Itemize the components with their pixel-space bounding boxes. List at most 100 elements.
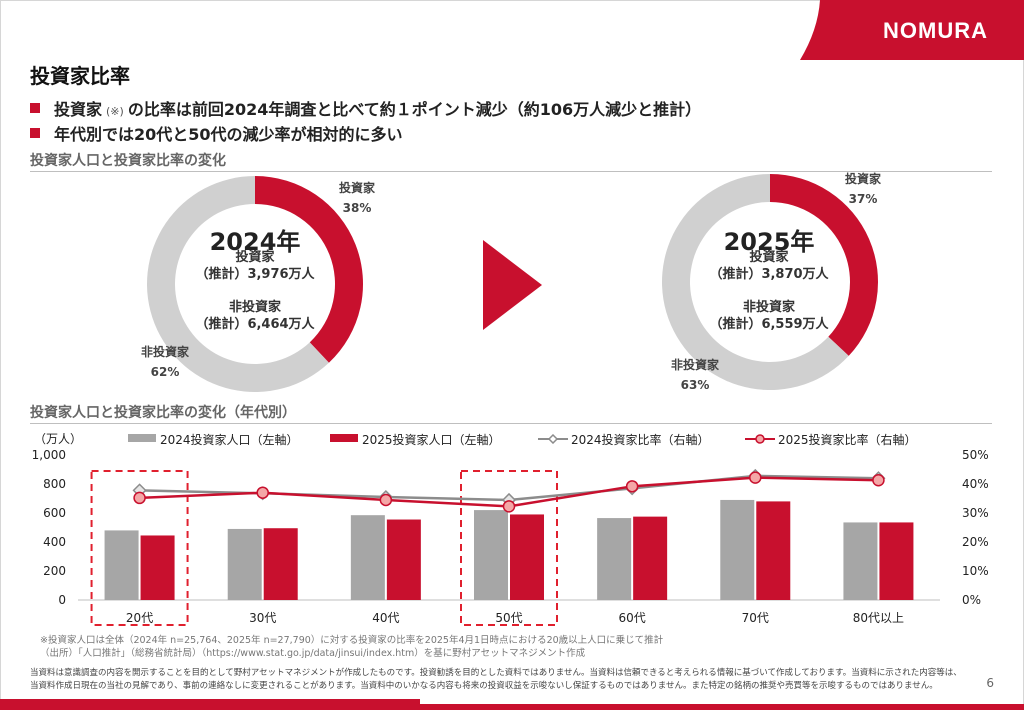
donut-2024-investor-seg-pct: 38% xyxy=(342,201,372,215)
x-tick-label: 50代 xyxy=(495,611,522,625)
point-2025-ratio xyxy=(625,480,639,493)
x-tick-label: 20代 xyxy=(126,611,153,625)
donut-2024-investor-count: （推計）3,976万人 xyxy=(195,267,315,282)
logo-text: NOMURA xyxy=(883,18,988,43)
bullet-1-post: の比率は前回2024年調査と比べて約１ポイント減少（約106万人減少と推計） xyxy=(127,100,702,119)
point-2025-ratio xyxy=(502,500,516,513)
highlight-box xyxy=(90,470,189,626)
x-tick-label: 60代 xyxy=(619,611,646,625)
legend-swatch-gray xyxy=(128,434,156,442)
x-tick-label: 30代 xyxy=(249,611,276,625)
bar-2025-population xyxy=(386,519,421,600)
donut-2024-investor-label: 投資家 38% xyxy=(322,178,392,218)
legend-2025-population: 2025投資家人口（左軸） xyxy=(330,431,501,448)
bullet-square-icon xyxy=(30,128,40,138)
legend-swatch-red xyxy=(330,434,358,442)
highlight-box xyxy=(460,470,558,626)
x-tick-label: 40代 xyxy=(372,611,399,625)
donut-2024-non-seg-pct: 62% xyxy=(150,365,180,379)
footnote-2: （出所）「人口推計」（総務省統計局）（https://www.stat.go.j… xyxy=(40,648,586,659)
y-left-tick: 0 xyxy=(58,593,66,607)
x-tick-label: 70代 xyxy=(742,611,769,625)
bar-2025-population xyxy=(263,528,298,600)
donut-2024-non-seg-name: 非投資家 xyxy=(140,345,189,359)
donut-2025-investor-seg-pct: 37% xyxy=(848,192,878,206)
bullet-2-text: 年代別では20代と50代の減少率が相対的に多い xyxy=(54,125,403,144)
bar-2024-population xyxy=(597,518,632,600)
section-2-divider xyxy=(30,423,992,424)
legend-2024-ratio: 2024投資家比率（右軸） xyxy=(538,431,710,448)
y-left-unit: （万人） xyxy=(34,432,82,446)
logo-background xyxy=(800,0,1024,60)
bullet-1-pre: 投資家 xyxy=(54,100,103,119)
y-left-tick: 1,000 xyxy=(32,448,66,462)
bar-2024-population xyxy=(474,510,508,600)
page-title: 投資家比率 xyxy=(30,64,130,88)
donut-2025-non-investor-count: （推計）6,559万人 xyxy=(709,317,829,332)
footnote-1: ※投資家人口は全体（2024年 n=25,764、2025年 n=27,790）… xyxy=(40,635,664,646)
y-right-tick: 0% xyxy=(962,593,981,607)
donut-2024-investor-title: 投資家 xyxy=(235,250,275,265)
bar-2025-population xyxy=(510,514,544,600)
legend-2024-population: 2024投資家人口（左軸） xyxy=(128,431,299,448)
bar-2024-population xyxy=(350,515,385,600)
legend-2024-population-label: 2024投資家人口（左軸） xyxy=(160,433,299,447)
y-right-tick: 50% xyxy=(962,448,989,462)
donut-2024-year: 2024年 xyxy=(209,228,301,256)
donut-1-non-investor-slice xyxy=(662,174,849,390)
donut-2025-investor-seg-name: 投資家 xyxy=(844,172,881,186)
bar-2025-population xyxy=(633,516,668,600)
legend-2025-ratio-label: 2025投資家比率（右軸） xyxy=(778,433,917,447)
y-left-tick: 200 xyxy=(43,564,66,578)
y-right-tick: 30% xyxy=(962,506,989,520)
donut-2024-non-investor-label: 非投資家 62% xyxy=(130,342,200,382)
y-left-tick: 600 xyxy=(43,506,66,520)
section-1-divider xyxy=(30,171,992,172)
donut-2025-investor-label: 投資家 37% xyxy=(828,169,898,209)
bottom-accent-bar xyxy=(0,699,1024,710)
legend-2025-population-label: 2025投資家人口（左軸） xyxy=(362,433,501,447)
bar-2025-population xyxy=(879,522,914,600)
point-2025-ratio xyxy=(256,486,269,499)
donut-0-investor-slice xyxy=(255,176,363,363)
y-left-tick: 800 xyxy=(43,477,66,491)
donut-2025-non-seg-name: 非投資家 xyxy=(670,358,719,372)
donut-0-non-investor-slice xyxy=(147,176,329,392)
donut-2025-non-seg-pct: 63% xyxy=(680,378,710,392)
disclaimer: 当資料は意識調査の内容を開示することを目的として野村アセットマネジメントが作成し… xyxy=(30,668,962,691)
bullet-2: 年代別では20代と50代の減少率が相対的に多い xyxy=(30,121,403,145)
bullet-1: 投資家 (※) の比率は前回2024年調査と比べて約１ポイント減少（約106万人減少… xyxy=(30,96,701,120)
point-2025-ratio xyxy=(872,473,885,487)
legend-2025-ratio: 2025投資家比率（右軸） xyxy=(745,431,917,448)
donut-2025-investor-count: （推計）3,870万人 xyxy=(709,267,829,282)
y-right-tick: 40% xyxy=(962,477,989,491)
bar-2024-population xyxy=(104,530,139,600)
donut-2024-investor-seg-name: 投資家 xyxy=(338,181,375,195)
point-2025-ratio xyxy=(133,491,146,505)
donut-2025-year: 2025年 xyxy=(723,228,815,256)
bullet-square-icon xyxy=(30,103,40,113)
point-2025-ratio xyxy=(379,493,393,507)
donut-2024-non-investor-count: （推計）6,464万人 xyxy=(195,317,315,332)
donut-2025-investor-title: 投資家 xyxy=(749,250,789,265)
donut-1-investor-slice xyxy=(770,174,879,356)
y-left-tick: 400 xyxy=(43,535,66,549)
legend-line-gray-icon xyxy=(538,433,568,445)
donut-2025-non-investor-title: 非投資家 xyxy=(742,300,795,315)
bar-2024-population xyxy=(720,499,755,600)
legend-line-red-icon xyxy=(745,434,775,444)
y-right-tick: 20% xyxy=(962,535,989,549)
bar-2024-population xyxy=(843,522,878,600)
point-2025-ratio xyxy=(749,471,762,484)
x-tick-label: 80代以上 xyxy=(853,611,904,625)
bar-2025-population xyxy=(140,535,175,600)
donut-2024-non-investor-title: 非投資家 xyxy=(228,300,281,315)
donut-2025-non-investor-label: 非投資家 63% xyxy=(660,355,730,395)
section-2-title: 投資家人口と投資家比率の変化（年代別） xyxy=(30,405,296,421)
bar-2025-population xyxy=(756,501,791,600)
y-right-tick: 10% xyxy=(962,564,989,578)
page-number: 6 xyxy=(986,676,994,690)
arrow-right-icon xyxy=(483,240,542,330)
section-1-title: 投資家人口と投資家比率の変化 xyxy=(30,153,226,169)
